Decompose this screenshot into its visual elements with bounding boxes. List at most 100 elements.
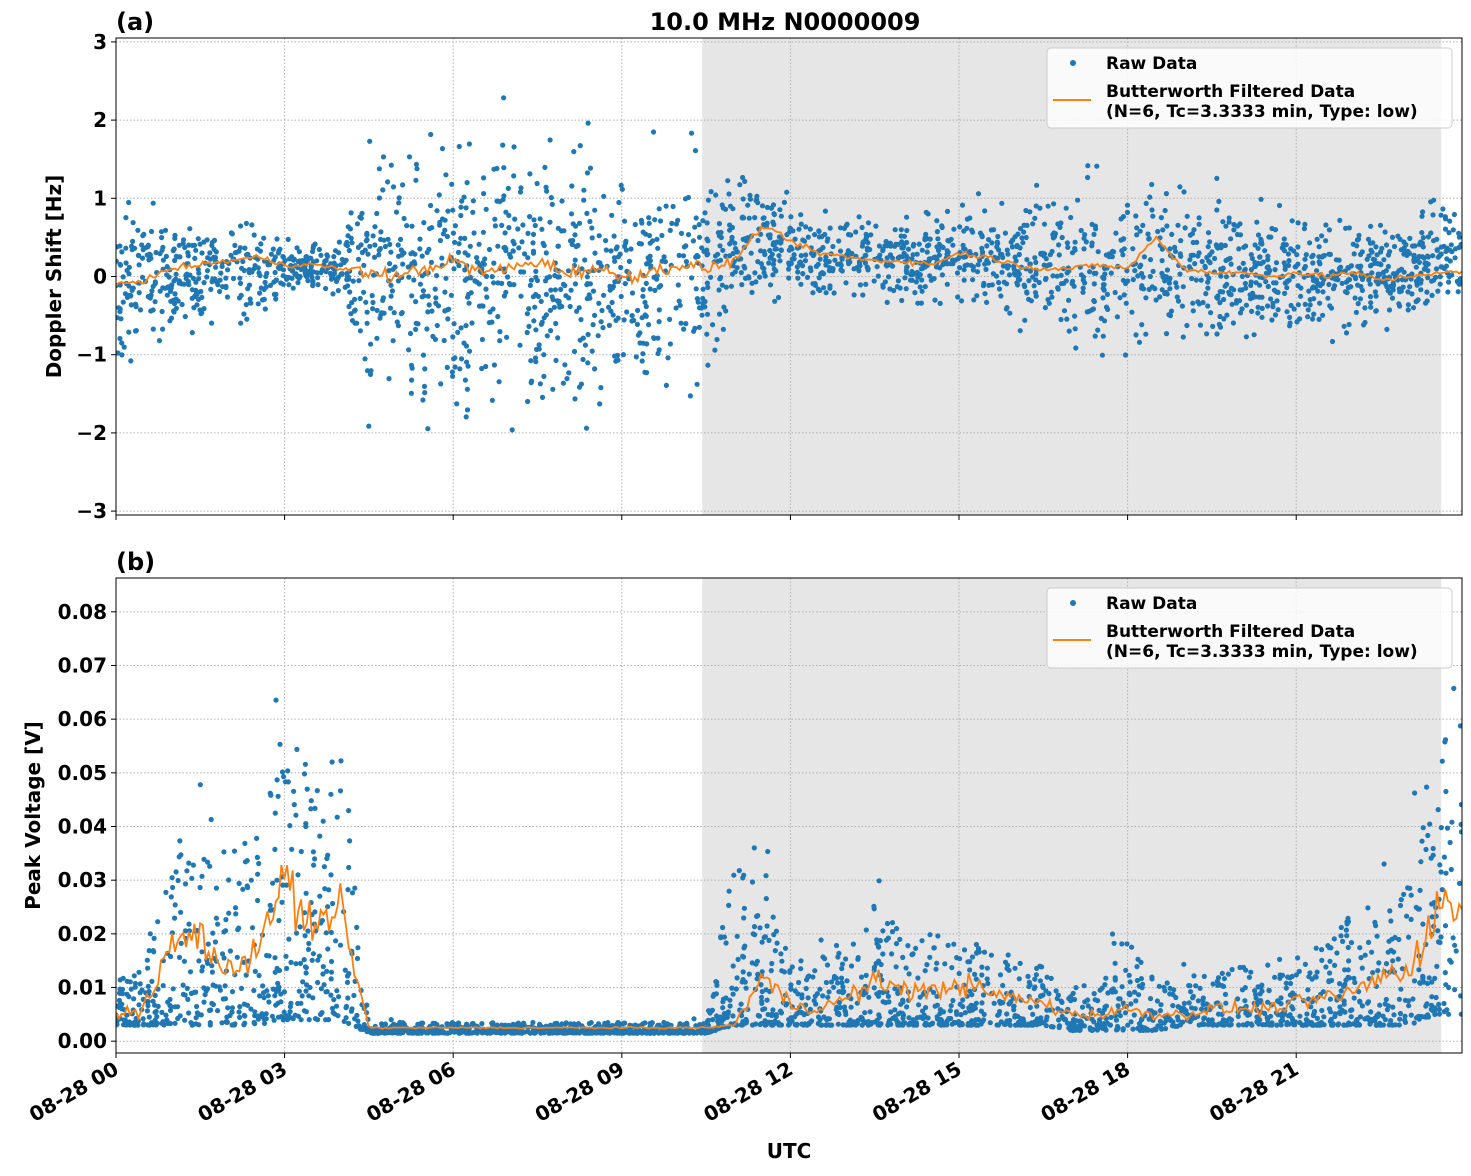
raw-data-point: [859, 975, 864, 980]
raw-data-point: [364, 238, 369, 243]
raw-data-point: [122, 345, 127, 350]
raw-data-point: [659, 233, 664, 238]
raw-data-point: [273, 1003, 278, 1008]
raw-data-point: [1193, 1006, 1198, 1011]
raw-data-point: [492, 217, 497, 222]
raw-data-point: [1459, 822, 1464, 827]
raw-data-point: [1059, 273, 1064, 278]
raw-data-point: [1411, 305, 1416, 310]
raw-data-point: [194, 1015, 199, 1020]
raw-data-point: [1439, 213, 1444, 218]
raw-data-point: [437, 192, 442, 197]
raw-data-point: [350, 890, 355, 895]
raw-data-point: [505, 274, 510, 279]
raw-data-point: [1449, 249, 1454, 254]
raw-data-point: [692, 225, 697, 230]
raw-data-point: [1228, 236, 1233, 241]
raw-data-point: [917, 242, 922, 247]
raw-data-point: [210, 970, 215, 975]
raw-data-point: [1440, 759, 1445, 764]
raw-data-point: [167, 275, 172, 280]
raw-data-point: [318, 253, 323, 258]
raw-data-point: [129, 244, 134, 249]
raw-data-point: [1123, 281, 1128, 286]
raw-data-point: [1149, 182, 1154, 187]
raw-data-point: [843, 280, 848, 285]
raw-data-point: [1113, 290, 1118, 295]
raw-data-point: [1253, 264, 1258, 269]
raw-data-point: [817, 987, 822, 992]
raw-data-point: [293, 961, 298, 966]
raw-data-point: [499, 223, 504, 228]
raw-data-point: [803, 224, 808, 229]
raw-data-point: [296, 259, 301, 264]
raw-data-point: [257, 291, 262, 296]
raw-data-point: [1241, 261, 1246, 266]
y-tick-label: 3: [93, 30, 107, 54]
raw-data-point: [1387, 307, 1392, 312]
raw-data-point: [1223, 1001, 1228, 1006]
raw-data-point: [255, 246, 260, 251]
raw-data-point: [147, 1015, 152, 1020]
raw-data-point: [1370, 970, 1375, 975]
raw-data-point: [261, 236, 266, 241]
raw-data-point: [1163, 1026, 1168, 1031]
raw-data-point: [250, 925, 255, 930]
raw-data-point: [1073, 240, 1078, 245]
raw-data-point: [1342, 967, 1347, 972]
raw-data-point: [1046, 204, 1051, 209]
raw-data-point: [1266, 234, 1271, 239]
raw-data-point: [583, 343, 588, 348]
raw-data-point: [1013, 255, 1018, 260]
raw-data-point: [934, 244, 939, 249]
raw-data-point: [1429, 980, 1434, 985]
raw-data-point: [211, 255, 216, 260]
raw-data-point: [1081, 246, 1086, 251]
raw-data-point: [1072, 246, 1077, 251]
raw-data-point: [1238, 287, 1243, 292]
raw-data-point: [440, 146, 445, 151]
raw-data-point: [1278, 995, 1283, 1000]
raw-data-point: [210, 931, 215, 936]
raw-data-point: [704, 252, 709, 257]
raw-data-point: [190, 330, 195, 335]
raw-data-point: [387, 242, 392, 247]
raw-data-point: [982, 1012, 987, 1017]
raw-data-point: [1100, 275, 1105, 280]
raw-data-point: [1304, 252, 1309, 257]
raw-data-point: [141, 247, 146, 252]
raw-data-point: [223, 928, 228, 933]
raw-data-point: [895, 284, 900, 289]
raw-data-point: [694, 253, 699, 258]
raw-data-point: [273, 698, 278, 703]
raw-data-point: [322, 886, 327, 891]
raw-data-point: [375, 308, 380, 313]
raw-data-point: [502, 293, 507, 298]
raw-data-point: [1276, 307, 1281, 312]
raw-data-point: [1030, 1012, 1035, 1017]
raw-data-point: [616, 254, 621, 259]
raw-data-point: [1268, 296, 1273, 301]
raw-data-point: [1085, 175, 1090, 180]
raw-data-point: [591, 289, 596, 294]
raw-data-point: [417, 237, 422, 242]
raw-data-point: [1346, 945, 1351, 950]
raw-data-point: [208, 1022, 213, 1027]
raw-data-point: [823, 209, 828, 214]
raw-data-point: [896, 1011, 901, 1016]
raw-data-point: [414, 162, 419, 167]
raw-data-point: [1159, 271, 1164, 276]
raw-data-point: [1443, 249, 1448, 254]
raw-data-point: [1297, 1014, 1302, 1019]
raw-data-point: [601, 194, 606, 199]
raw-data-point: [1220, 289, 1225, 294]
raw-data-point: [1294, 252, 1299, 257]
raw-data-point: [923, 968, 928, 973]
raw-data-point: [533, 1030, 538, 1035]
raw-data-point: [893, 227, 898, 232]
raw-data-point: [765, 923, 770, 928]
raw-data-point: [221, 849, 226, 854]
raw-data-point: [665, 1021, 670, 1026]
raw-data-point: [985, 976, 990, 981]
raw-data-point: [904, 215, 909, 220]
